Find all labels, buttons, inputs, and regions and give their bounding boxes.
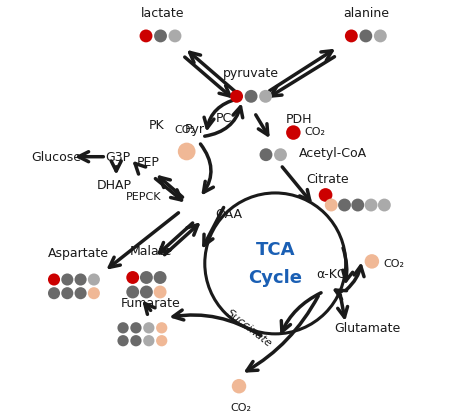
Circle shape	[260, 149, 273, 162]
Circle shape	[156, 323, 167, 334]
Text: Glutamate: Glutamate	[335, 322, 401, 335]
Text: PDH: PDH	[285, 113, 312, 126]
Circle shape	[48, 287, 60, 299]
Circle shape	[61, 274, 73, 286]
Circle shape	[88, 287, 100, 299]
Circle shape	[345, 31, 358, 43]
Circle shape	[130, 335, 142, 347]
Circle shape	[118, 335, 129, 347]
Circle shape	[319, 189, 332, 202]
Circle shape	[365, 199, 377, 212]
Circle shape	[130, 323, 142, 334]
Circle shape	[61, 287, 73, 299]
Circle shape	[286, 126, 301, 140]
Circle shape	[118, 323, 129, 334]
Circle shape	[139, 31, 153, 43]
Text: α-KG: α-KG	[316, 268, 347, 281]
Circle shape	[245, 91, 257, 104]
Text: Citrate: Citrate	[306, 173, 349, 185]
Text: Fumarate: Fumarate	[120, 297, 180, 310]
Circle shape	[374, 31, 387, 43]
Text: PEPCK: PEPCK	[126, 192, 161, 202]
Text: CO₂: CO₂	[305, 127, 326, 137]
Text: alanine: alanine	[343, 7, 389, 20]
Circle shape	[154, 31, 167, 43]
Text: CO₂: CO₂	[230, 402, 252, 412]
Circle shape	[378, 199, 391, 212]
Text: PEP: PEP	[137, 155, 160, 168]
Circle shape	[74, 274, 87, 286]
Text: G3P: G3P	[106, 151, 131, 164]
Circle shape	[74, 287, 87, 299]
Circle shape	[351, 199, 364, 212]
Circle shape	[274, 149, 287, 162]
Circle shape	[143, 335, 155, 347]
Text: OAA: OAA	[215, 208, 242, 221]
Text: CO₂: CO₂	[174, 125, 195, 135]
Circle shape	[325, 199, 337, 212]
Circle shape	[365, 254, 379, 269]
Circle shape	[338, 199, 351, 212]
Circle shape	[48, 274, 60, 286]
Text: lactate: lactate	[141, 7, 184, 20]
Text: PK: PK	[149, 119, 164, 132]
Circle shape	[154, 286, 166, 299]
Text: DHAP: DHAP	[97, 179, 132, 192]
Circle shape	[169, 31, 182, 43]
Text: CO₂: CO₂	[383, 259, 404, 269]
Circle shape	[156, 335, 167, 347]
Circle shape	[143, 323, 155, 334]
Text: Malate: Malate	[129, 244, 172, 257]
Circle shape	[359, 31, 372, 43]
Text: PC: PC	[216, 112, 232, 124]
Circle shape	[140, 271, 153, 284]
Circle shape	[259, 91, 272, 104]
Text: Succinate: Succinate	[225, 307, 273, 349]
Text: Acetyl-CoA: Acetyl-CoA	[300, 147, 367, 160]
Text: TCA: TCA	[255, 241, 295, 259]
Text: Cycle: Cycle	[248, 269, 302, 287]
Text: pyruvate: pyruvate	[223, 67, 279, 80]
Circle shape	[232, 379, 246, 394]
Circle shape	[140, 286, 153, 299]
Circle shape	[126, 286, 139, 299]
Circle shape	[230, 91, 243, 104]
Text: Aspartate: Aspartate	[47, 247, 109, 260]
Circle shape	[88, 274, 100, 286]
Text: Pyr: Pyr	[185, 123, 205, 136]
Circle shape	[154, 271, 166, 284]
Text: Glucose: Glucose	[31, 151, 81, 164]
Circle shape	[126, 271, 139, 284]
Circle shape	[178, 143, 196, 161]
